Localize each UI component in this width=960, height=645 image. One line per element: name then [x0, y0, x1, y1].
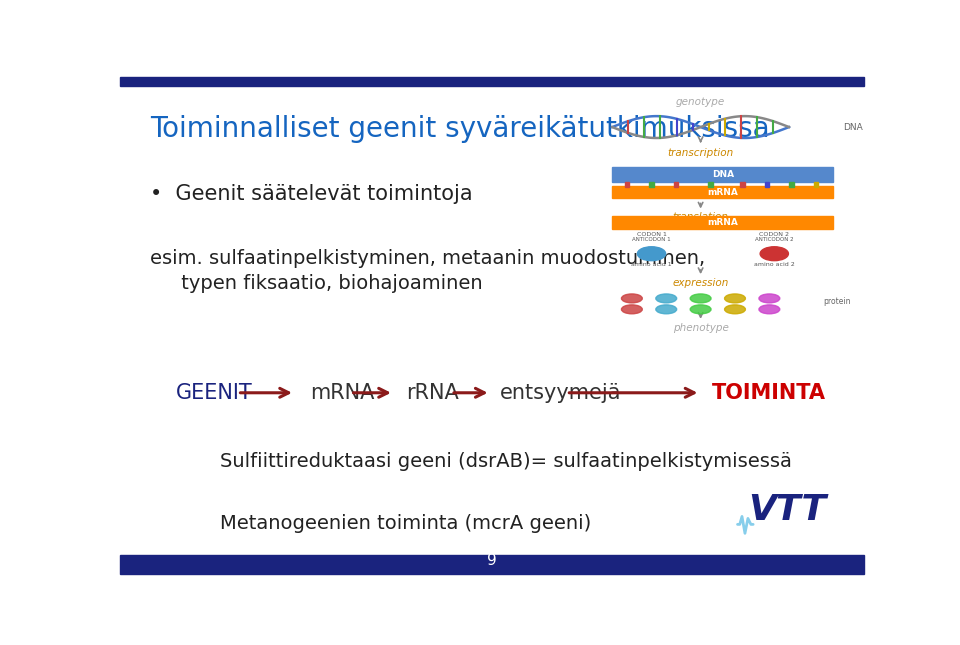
Text: DNA: DNA: [843, 123, 863, 132]
Bar: [740, 182, 745, 186]
Text: entsyymejä: entsyymejä: [499, 382, 621, 402]
Bar: [120, 555, 864, 574]
Ellipse shape: [725, 305, 745, 314]
Text: rRNA: rRNA: [406, 382, 459, 402]
Ellipse shape: [621, 305, 642, 314]
Ellipse shape: [656, 294, 677, 303]
Ellipse shape: [690, 294, 711, 303]
Text: TOIMINTA: TOIMINTA: [711, 382, 826, 402]
Bar: [649, 182, 654, 186]
Text: DNA: DNA: [711, 170, 733, 179]
Ellipse shape: [656, 305, 677, 314]
Bar: [789, 182, 794, 186]
Text: •  Geenit säätelevät toimintoja: • Geenit säätelevät toimintoja: [150, 184, 472, 204]
Text: mRNA: mRNA: [310, 382, 374, 402]
Text: transcription: transcription: [667, 148, 733, 158]
Bar: [612, 186, 833, 198]
Text: esim. sulfaatinpelkistyminen, metaanin muodostuminen,: esim. sulfaatinpelkistyminen, metaanin m…: [150, 249, 705, 268]
Text: CODON 2: CODON 2: [759, 232, 789, 237]
Text: Metanogeenien toiminta (mcrA geeni): Metanogeenien toiminta (mcrA geeni): [221, 515, 591, 533]
Bar: [612, 167, 833, 182]
Text: ANTICODON 1: ANTICODON 1: [633, 237, 671, 243]
Bar: [674, 182, 679, 186]
Text: genotype: genotype: [676, 97, 725, 107]
Bar: [120, 77, 864, 86]
Bar: [625, 182, 629, 186]
Ellipse shape: [690, 305, 711, 314]
Text: typen fiksaatio, biohajoaminen: typen fiksaatio, biohajoaminen: [150, 273, 482, 293]
Bar: [765, 182, 769, 186]
Text: ANTICODON 2: ANTICODON 2: [755, 237, 794, 243]
Bar: [708, 182, 712, 186]
Text: VTT: VTT: [749, 493, 827, 527]
Bar: [814, 182, 818, 186]
Bar: [612, 217, 833, 229]
Text: mRNA: mRNA: [708, 188, 738, 197]
Text: mRNA: mRNA: [708, 219, 738, 228]
Ellipse shape: [759, 305, 780, 314]
Text: CODON 1: CODON 1: [636, 232, 666, 237]
Ellipse shape: [759, 294, 780, 303]
Text: amino acid 1: amino acid 1: [632, 262, 672, 267]
Text: translation: translation: [673, 212, 729, 223]
Text: expression: expression: [672, 278, 729, 288]
Text: Toiminnalliset geenit syväreikätutkimuksissa: Toiminnalliset geenit syväreikätutkimuks…: [150, 115, 769, 143]
Ellipse shape: [725, 294, 745, 303]
Text: amino acid 2: amino acid 2: [754, 262, 795, 267]
Ellipse shape: [621, 294, 642, 303]
Text: 9: 9: [487, 553, 497, 568]
Ellipse shape: [760, 247, 788, 261]
Text: protein: protein: [824, 297, 851, 306]
Text: phenotype: phenotype: [673, 323, 729, 333]
Ellipse shape: [637, 247, 665, 261]
Text: GEENIT: GEENIT: [176, 382, 252, 402]
Text: Sulfiittireduktaasi geeni (dsrAB)= sulfaatinpelkistymisessä: Sulfiittireduktaasi geeni (dsrAB)= sulfa…: [221, 452, 792, 471]
